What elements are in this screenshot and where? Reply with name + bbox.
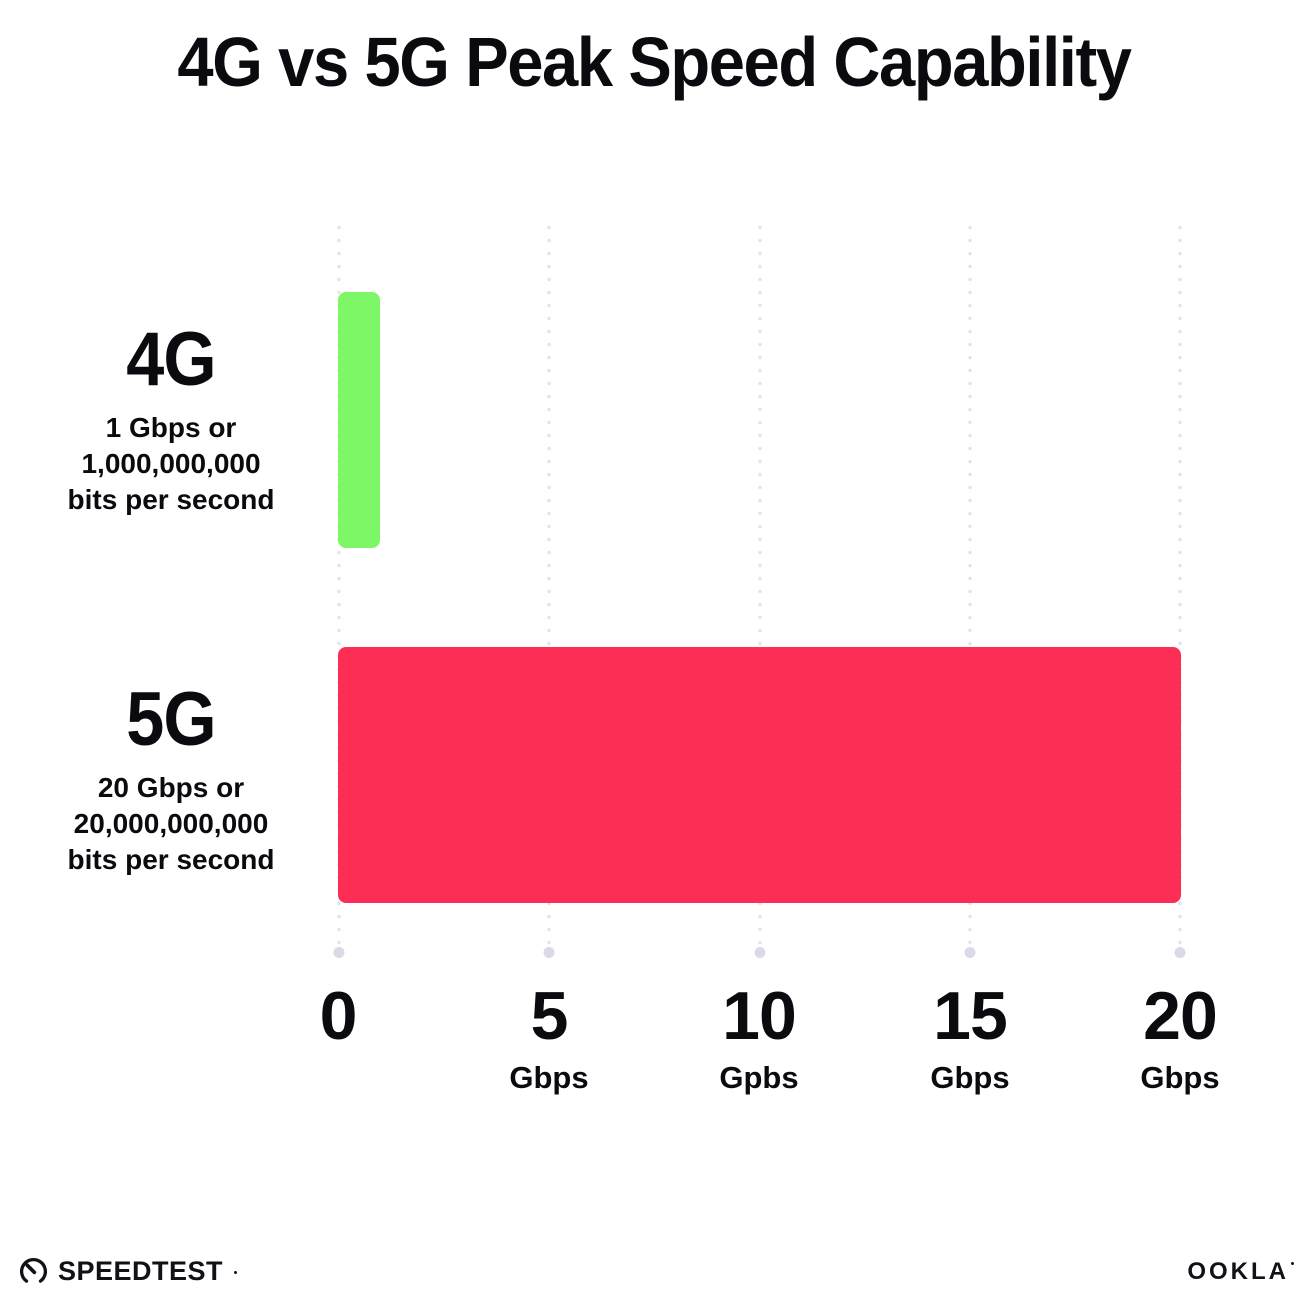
speedtest-logo: SPEEDTEST — [18, 1256, 238, 1287]
x-tick-15-unit: Gbps — [930, 1060, 1010, 1095]
x-tick-0: 0 — [228, 982, 448, 1094]
row-name-5g: 5G — [126, 677, 216, 762]
x-tick-20: 20 Gbps — [1070, 982, 1290, 1096]
speedtest-trademark-mark — [234, 1271, 238, 1274]
gridline-0 — [336, 221, 342, 949]
row-desc-4g: 1 Gbps or 1,000,000,000 bits per second — [36, 410, 306, 518]
x-tick-0-unit — [228, 1060, 448, 1094]
row-desc-5g-line2: 20,000,000,000 — [73, 808, 269, 839]
row-label-5g: 5G 20 Gbps or 20,000,000,000 bits per se… — [36, 682, 306, 878]
row-desc-4g-line2: 1,000,000,000 — [81, 448, 261, 479]
row-desc-5g: 20 Gbps or 20,000,000,000 bits per secon… — [36, 770, 306, 878]
gridline-15 — [967, 221, 973, 949]
x-tick-15: 15 Gbps — [860, 982, 1080, 1096]
speedtest-wordmark: SPEEDTEST — [58, 1256, 224, 1286]
bar-4g — [338, 292, 380, 548]
ookla-trademark-mark — [1291, 1262, 1294, 1265]
x-tick-10: 10 Gpbs — [649, 982, 869, 1096]
gridline-10 — [757, 221, 763, 949]
speedtest-gauge-icon — [18, 1256, 49, 1287]
x-tick-20-unit: Gbps — [1140, 1060, 1220, 1095]
row-desc-5g-line1: 20 Gbps or — [97, 772, 245, 803]
bar-5g — [338, 647, 1181, 903]
row-desc-4g-line1: 1 Gbps or — [105, 412, 237, 443]
row-desc-4g-line3: bits per second — [67, 484, 275, 515]
row-label-4g: 4G 1 Gbps or 1,000,000,000 bits per seco… — [36, 322, 306, 518]
ookla-logo: OOKLA — [1187, 1260, 1294, 1284]
x-tick-10-unit: Gpbs — [719, 1060, 799, 1095]
x-tick-10-value: 10 — [722, 978, 797, 1054]
chart-title: 4G vs 5G Peak Speed Capability — [177, 23, 1132, 101]
x-tick-5-unit: Gbps — [509, 1060, 589, 1095]
gridline-5 — [546, 221, 552, 949]
x-tick-5-value: 5 — [530, 978, 569, 1054]
x-tick-15-value: 15 — [933, 978, 1008, 1054]
x-tick-0-value: 0 — [319, 978, 358, 1054]
row-desc-5g-line3: bits per second — [67, 844, 275, 875]
x-tick-5: 5 Gbps — [439, 982, 659, 1096]
gridline-20 — [1177, 221, 1183, 949]
row-name-4g: 4G — [126, 317, 216, 402]
x-tick-20-value: 20 — [1143, 978, 1218, 1054]
ookla-wordmark: OOKLA — [1187, 1258, 1289, 1285]
